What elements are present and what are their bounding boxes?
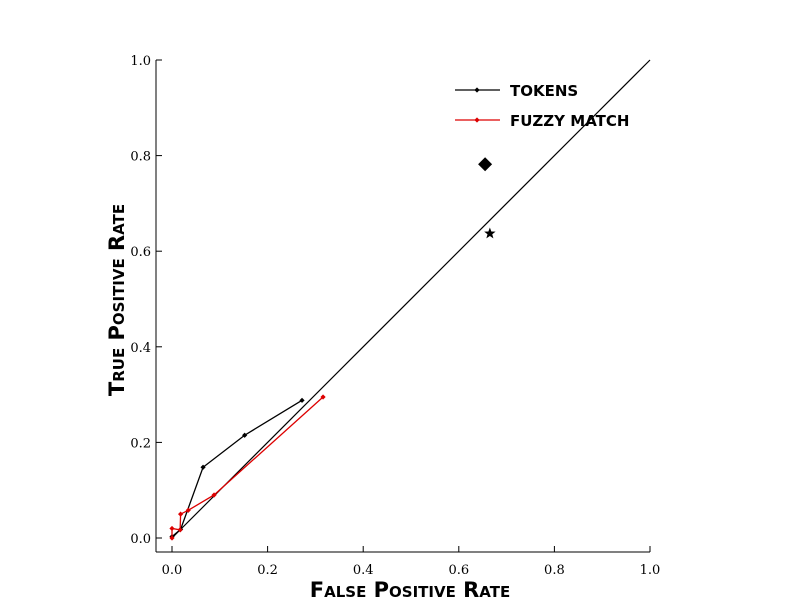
diamond-point bbox=[478, 157, 493, 172]
legend-entry: FUZZY MATCH bbox=[455, 112, 629, 130]
y-tick-label: 0.4 bbox=[130, 341, 151, 356]
star-point bbox=[484, 227, 496, 239]
x-tick-label: 0.8 bbox=[544, 563, 565, 578]
legend-marker bbox=[474, 87, 480, 93]
y-axis-title: True Positive Rate bbox=[105, 204, 129, 396]
data-point bbox=[169, 535, 175, 541]
y-tick-label: 0.6 bbox=[130, 245, 151, 260]
x-axis-title: False Positive Rate bbox=[310, 578, 510, 600]
diagonal-reference-line bbox=[171, 59, 651, 539]
data-point bbox=[242, 432, 248, 438]
axes: 0.0 0.2 0.4 0.6 0.8 1.0 0.0 0.2 0.4 0.6 0.8 1.0 bbox=[130, 54, 660, 578]
data-point bbox=[169, 525, 175, 532]
legend: TOKENS FUZZY MATCH bbox=[455, 82, 629, 130]
series-line bbox=[171, 399, 303, 538]
y-tick-label: 0.0 bbox=[130, 532, 151, 547]
series-line bbox=[171, 396, 324, 538]
data-point bbox=[200, 464, 206, 470]
y-tick-label: 1.0 bbox=[130, 54, 151, 69]
x-tick-label: 0.2 bbox=[257, 563, 278, 578]
data-point bbox=[177, 527, 183, 533]
series-1 bbox=[169, 397, 305, 540]
legend-marker bbox=[474, 117, 480, 123]
data-point bbox=[211, 492, 217, 498]
x-tick-label: 0.6 bbox=[448, 563, 469, 578]
y-tick-label: 0.2 bbox=[130, 436, 151, 451]
data-point bbox=[185, 507, 191, 513]
y-tick-label: 0.8 bbox=[130, 150, 151, 165]
y-ticks: 0.0 0.2 0.4 0.6 0.8 1.0 bbox=[130, 54, 162, 547]
legend-label: TOKENS bbox=[510, 82, 578, 100]
x-tick-label: 0.0 bbox=[162, 563, 183, 578]
x-ticks: 0.0 0.2 0.4 0.6 0.8 1.0 bbox=[162, 546, 661, 578]
special-points-layer bbox=[478, 157, 496, 239]
data-point bbox=[299, 397, 305, 403]
x-tick-label: 0.4 bbox=[353, 563, 374, 578]
data-point bbox=[178, 511, 184, 517]
series-2 bbox=[169, 394, 326, 541]
legend-entry: TOKENS bbox=[455, 82, 578, 100]
legend-label: FUZZY MATCH bbox=[510, 112, 629, 130]
x-tick-label: 1.0 bbox=[640, 563, 661, 578]
data-point bbox=[320, 394, 326, 400]
series-layer bbox=[169, 394, 326, 541]
